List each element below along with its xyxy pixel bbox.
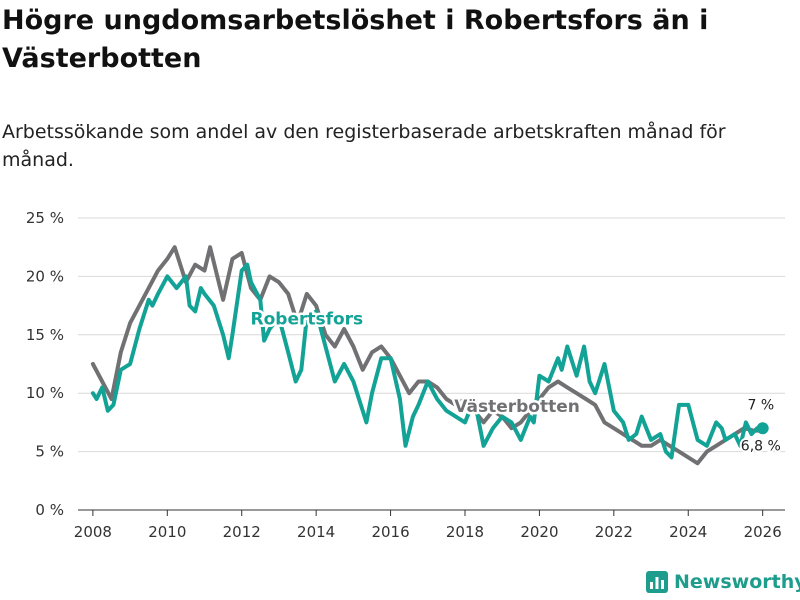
- x-tick-label: 2020: [520, 523, 558, 541]
- x-tick-label: 2016: [371, 523, 409, 541]
- chart-subtitle: Arbetssökande som andel av den registerb…: [2, 121, 726, 171]
- x-tick-label: 2010: [148, 523, 186, 541]
- bar-chart-logo-icon: [646, 571, 668, 593]
- chart-title: Högre ungdomsarbetslöshet i Robertsfors …: [2, 5, 709, 74]
- y-tick-label: 20 %: [26, 267, 64, 285]
- x-tick-label: 2012: [223, 523, 261, 541]
- series-label-robertsfors: Robertsfors: [251, 309, 364, 329]
- x-axis: 2008 2010 2012 2014 2016 2018 2020 2022 2024 2026: [74, 509, 785, 541]
- end-value-vasterbotten: 6,8 %: [741, 438, 781, 454]
- x-tick-label: 2014: [297, 523, 335, 541]
- x-tick-label: 2018: [446, 523, 484, 541]
- y-tick-label: 0 %: [35, 501, 64, 519]
- series-end-dot-robertsfors: [756, 422, 769, 435]
- y-tick-label: 25 %: [26, 209, 64, 227]
- x-tick-label: 2026: [744, 523, 782, 541]
- series-line-vasterbotten: [90, 245, 765, 466]
- series-labels: Robertsfors Västerbotten 7 % 6,8 %: [248, 307, 783, 457]
- brand-name: Newsworthy: [674, 571, 800, 593]
- end-value-robertsfors: 7 %: [747, 398, 774, 414]
- y-tick-label: 10 %: [26, 384, 64, 402]
- line-chart: 0 %5 %10 %15 %20 %25 % 2008 2010 2012 2014 2…: [26, 209, 785, 541]
- series-label-vasterbotten: Västerbotten: [454, 397, 580, 417]
- y-axis-ticks: 0 % 5 % 10 % 15 % 20 % 25 %: [26, 209, 64, 519]
- x-tick-label: 2008: [74, 523, 112, 541]
- y-tick-label: 15 %: [26, 326, 64, 344]
- y-tick-label: 5 %: [35, 443, 64, 461]
- series-line-robertsfors: [90, 262, 765, 460]
- x-tick-label: 2022: [595, 523, 633, 541]
- x-tick-label: 2024: [669, 523, 707, 541]
- series-lines: [90, 245, 769, 466]
- brand-logo: Newsworthy: [646, 570, 800, 594]
